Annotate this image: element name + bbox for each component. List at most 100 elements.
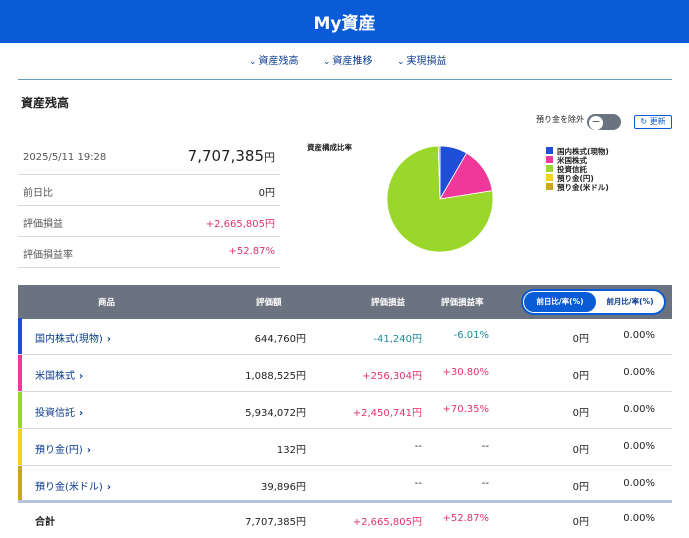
total-assets-unit: 円 [264, 151, 275, 164]
row-color-bar [18, 392, 22, 428]
nav-link-realized[interactable]: ⌄ 実現損益 [397, 52, 447, 67]
product-link[interactable]: 投資信託 › [35, 404, 83, 419]
total-row: 合計 7,707,385円 +2,665,805円 +52.87% 0円 0.0… [18, 503, 672, 536]
legend-swatch [546, 183, 553, 190]
row-value: 39,896円 [261, 482, 306, 493]
row-diff-rate: 0.00% [623, 367, 655, 378]
row-pl: -41,240円 [373, 334, 422, 345]
row-diff-rate: 0.00% [623, 330, 655, 341]
row-pl-rate: +70.35% [442, 404, 489, 415]
nav-label: 実現損益 [406, 56, 447, 67]
legend-label: 投資信託 [557, 165, 587, 174]
section-title: 資産残高 [21, 96, 70, 110]
product-name: 預り金(円) [35, 445, 83, 456]
col-header-pl: 評価損益 [371, 298, 406, 308]
table-row: 米国株式 › 1,088,525円 +256,304円 +30.80% 0円 0.00% [18, 355, 672, 392]
toggle-day-change[interactable]: 前日比/率(%) [524, 292, 596, 312]
product-link[interactable]: 米国株式 › [35, 367, 83, 382]
total-assets: 7,707,385円 [188, 147, 275, 165]
summary-row-pl: 評価損益 +2,665,805円 [18, 206, 280, 237]
row-pl: +2,450,741円 [352, 408, 422, 419]
chevron-right-icon: › [86, 445, 91, 456]
row-pl-rate: -6.01% [453, 330, 489, 341]
exclude-deposit-toggle[interactable]: − [587, 114, 621, 130]
page-title: My資産 [313, 14, 376, 34]
chart-title: 資産構成比率 [307, 143, 352, 152]
table-header: 商品 評価額 評価損益 評価損益率 前日比/率(%) 前月比/率(%) [18, 285, 672, 319]
row-value: 644,760円 [254, 334, 306, 345]
row-diff: 0円 [572, 445, 589, 456]
product-link[interactable]: 預り金(円) › [35, 441, 91, 456]
total-separator [18, 500, 672, 503]
nav-label: 資産推移 [332, 56, 373, 67]
col-header-product: 商品 [98, 298, 116, 308]
toggle-month-change[interactable]: 前月比/率(%) [606, 297, 654, 306]
summary-value: +2,665,805円 [205, 219, 275, 230]
exclude-deposit-label: 預り金を除外 [536, 115, 584, 124]
row-color-bar [18, 318, 22, 354]
row-diff-rate: 0.00% [623, 441, 655, 452]
row-pl: +256,304円 [362, 371, 422, 382]
pie-slice [437, 145, 441, 200]
legend-swatch [546, 156, 553, 163]
row-diff-rate: 0.00% [623, 404, 655, 415]
summary-value: 0円 [258, 188, 275, 199]
refresh-icon: ↻ [640, 117, 648, 126]
nav-link-balance[interactable]: ⌄ 資産残高 [249, 52, 299, 67]
table-row: 預り金(米ドル) › 39,896円 -- -- 0円 0.00% [18, 466, 672, 503]
table-row: 国内株式(現物) › 644,760円 -41,240円 -6.01% 0円 0.00% [18, 318, 672, 355]
row-pl-rate: -- [481, 441, 489, 452]
comparison-toggle: 前日比/率(%) 前月比/率(%) [521, 289, 666, 315]
refresh-button[interactable]: ↻ 更新 [634, 115, 672, 129]
row-diff-rate: 0.00% [623, 478, 655, 489]
asset-pie-chart [386, 145, 494, 253]
row-value: 132円 [276, 445, 306, 456]
row-pl: -- [414, 478, 422, 489]
row-diff: 0円 [572, 334, 589, 345]
legend-label: 米国株式 [557, 156, 587, 165]
legend-label: 預り金(円) [557, 174, 594, 183]
chevron-down-icon: ⌄ [323, 57, 331, 67]
total-diff-rate: 0.00% [623, 513, 655, 524]
row-value: 1,088,525円 [245, 371, 306, 382]
legend-label: 国内株式(現物) [557, 147, 609, 156]
divider [18, 79, 672, 80]
chevron-down-icon: ⌄ [397, 57, 405, 67]
product-link[interactable]: 預り金(米ドル) › [35, 478, 111, 493]
row-diff: 0円 [572, 371, 589, 382]
col-header-pl-rate: 評価損益率 [441, 298, 484, 308]
row-value: 5,934,072円 [245, 408, 306, 419]
table-row: 預り金(円) › 132円 -- -- 0円 0.00% [18, 429, 672, 466]
product-name: 預り金(米ドル) [35, 482, 103, 493]
refresh-label: 更新 [649, 117, 666, 126]
product-name: 国内株式(現物) [35, 334, 103, 345]
legend-swatch [546, 147, 553, 154]
total-pl: +2,665,805円 [352, 517, 422, 528]
total-label: 合計 [35, 517, 55, 528]
chevron-right-icon: › [79, 371, 84, 382]
legend-label: 預り金(米ドル) [557, 183, 609, 192]
summary-row-daychange: 前日比 0円 [18, 175, 280, 206]
datetime: 2025/5/11 19:28 [23, 152, 107, 163]
summary-label: 前日比 [23, 188, 53, 199]
product-link[interactable]: 国内株式(現物) › [35, 330, 111, 345]
row-pl: -- [414, 441, 422, 452]
total-diff: 0円 [572, 517, 589, 528]
row-color-bar [18, 355, 22, 391]
row-color-bar [18, 466, 22, 502]
product-name: 米国株式 [35, 371, 75, 382]
nav-label: 資産残高 [258, 56, 299, 67]
sub-navigation: ⌄ 資産残高 ⌄ 資産推移 ⌄ 実現損益 [0, 52, 689, 68]
toggle-knob: − [589, 116, 603, 130]
legend-swatch [546, 165, 553, 172]
chevron-right-icon: › [106, 482, 111, 493]
app-header: My資産 [0, 0, 689, 43]
row-diff: 0円 [572, 482, 589, 493]
summary-label: 評価損益率 [23, 250, 73, 261]
legend-swatch [546, 174, 553, 181]
chevron-right-icon: › [106, 334, 111, 345]
nav-link-trend[interactable]: ⌄ 資産推移 [323, 52, 373, 67]
row-pl-rate: +30.80% [442, 367, 489, 378]
summary-value: +52.87% [228, 246, 275, 257]
total-assets-number: 7,707,385 [187, 147, 264, 165]
